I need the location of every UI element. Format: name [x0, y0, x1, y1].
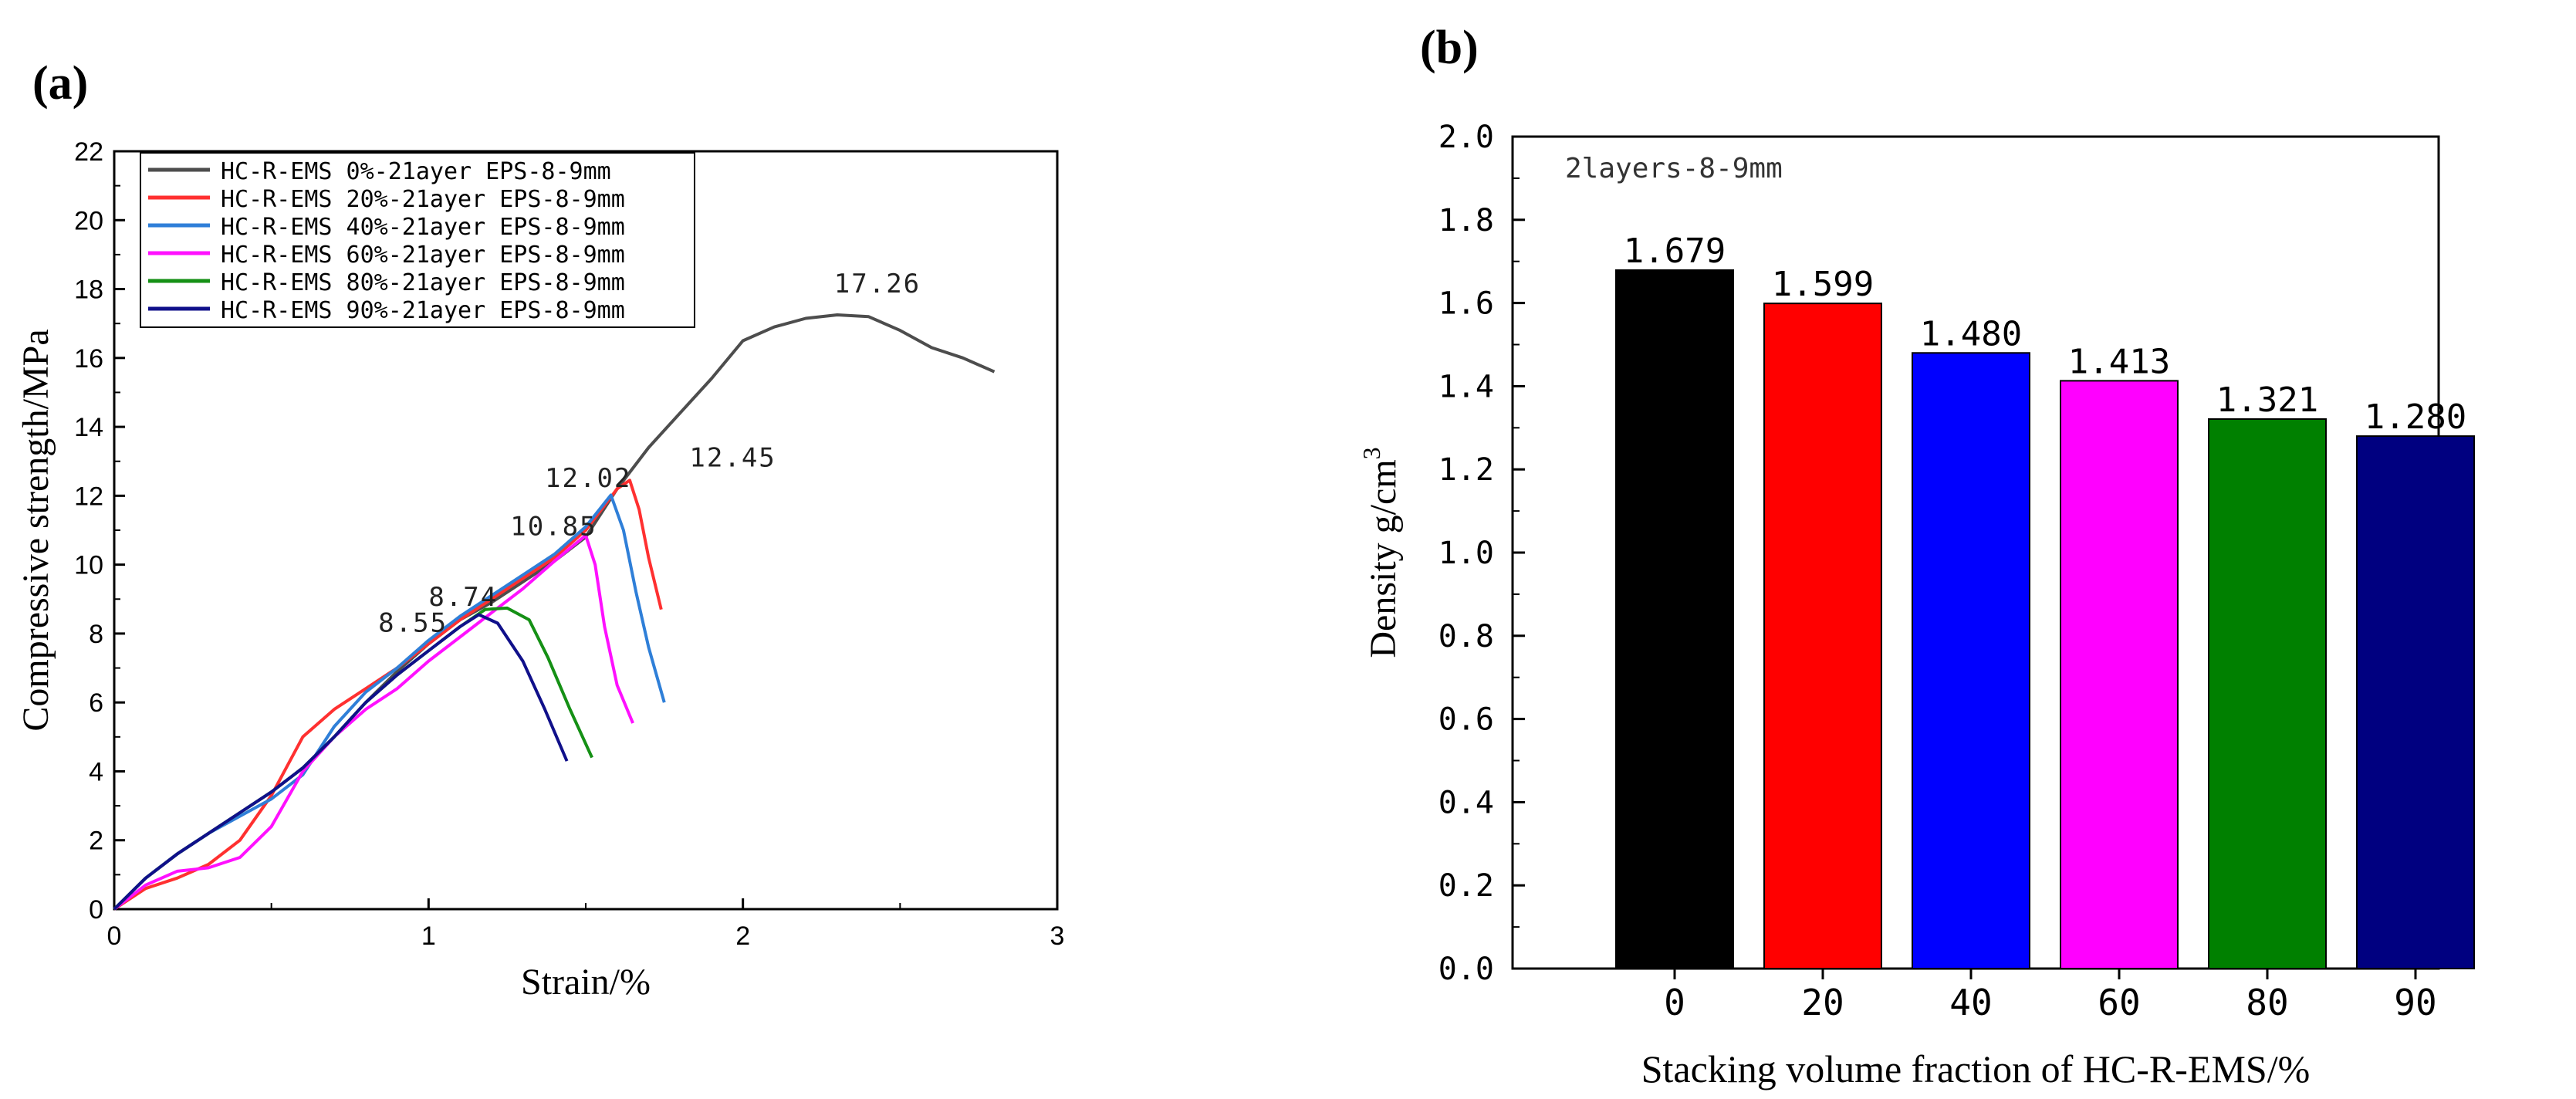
bar-value-label: 1.413 — [2068, 342, 2170, 381]
x-tick-label: 2 — [735, 921, 750, 951]
bar — [2208, 418, 2327, 969]
bar — [1912, 352, 2030, 969]
y-tick-label: 2 — [89, 827, 103, 856]
plot-b-ylabel-main: Density g/cm — [1363, 459, 1404, 658]
x-tick-label: 0 — [107, 921, 122, 951]
series-line — [113, 478, 663, 911]
y-tick-label: 8 — [89, 620, 103, 649]
peak-annotation: 10.85 — [510, 512, 597, 543]
y-tick-label: 10 — [74, 551, 103, 580]
y-tick-label: 4 — [89, 757, 103, 786]
y-tick-label: 0.2 — [1438, 868, 1494, 904]
panel-b: (b) 2layers-8-9mm 0.0 0.2 0.4 0.6 0.8 1.0 1.2 1… — [1357, 22, 2475, 1091]
y-tick-label: 0.6 — [1438, 702, 1494, 738]
y-tick-label: 0.0 — [1438, 952, 1494, 987]
y-tick-label: 0.4 — [1438, 785, 1494, 820]
y-tick-label: 20 — [74, 206, 103, 235]
y-tick-label: 0.8 — [1438, 619, 1494, 654]
x-tick-label: 60 — [2098, 982, 2140, 1023]
legend-box — [140, 152, 695, 328]
y-tick-label: 22 — [74, 137, 103, 167]
plot-b-bars: 1.679 1.599 1.480 1.413 1.321 1.280 — [1615, 232, 2475, 970]
x-tick-label: 40 — [1949, 982, 1992, 1023]
peak-annotation: 8.74 — [428, 582, 498, 613]
y-tick-label: 12 — [74, 482, 103, 511]
series-line — [113, 533, 634, 911]
x-tick-label: 80 — [2246, 982, 2288, 1023]
peak-annotation: 12.02 — [545, 463, 631, 494]
bar-value-label: 1.679 — [1624, 232, 1726, 271]
x-tick-label: 0 — [1664, 982, 1685, 1023]
plot-b-inset-label: 2layers-8-9mm — [1565, 153, 1783, 184]
y-tick-label: 1.8 — [1438, 203, 1494, 238]
series-line — [113, 313, 996, 911]
y-tick-label: 1.0 — [1438, 536, 1494, 571]
legend-label: HC-R-EMS 60%-21ayer EPS-8-9mm — [221, 242, 625, 269]
plot-b-axes: 0.0 0.2 0.4 0.6 0.8 1.0 1.2 1.4 1.6 1.8 2.0 0 20 40 60… — [1438, 120, 2437, 1023]
panel-a-label: (a) — [32, 57, 88, 110]
bar-value-label: 1.599 — [1772, 265, 1874, 304]
plot-b-xlabel: Stacking volume fraction of HC-R-EMS/% — [1641, 1047, 2311, 1091]
y-tick-label: 16 — [74, 344, 103, 374]
panel-b-label: (b) — [1420, 22, 1479, 74]
y-tick-label: 2.0 — [1438, 120, 1494, 155]
plot-b-ylabel: Density g/cm3 — [1357, 447, 1404, 658]
x-tick-label: 1 — [421, 921, 436, 951]
x-tick-label: 3 — [1050, 921, 1065, 951]
bar — [1763, 303, 1882, 970]
y-tick-label: 0 — [89, 895, 103, 925]
bar-value-label: 1.321 — [2216, 380, 2318, 420]
y-tick-label: 1.6 — [1438, 286, 1494, 322]
legend-label: HC-R-EMS 90%-21ayer EPS-8-9mm — [221, 297, 625, 324]
y-tick-label: 18 — [74, 276, 103, 305]
plot-a-series — [113, 313, 996, 911]
peak-annotation: 17.26 — [834, 269, 921, 299]
bar-value-label: 1.280 — [2365, 397, 2466, 437]
series-line — [113, 606, 593, 911]
series-line — [113, 493, 666, 911]
bar — [2060, 380, 2179, 969]
plot-a-annotations: 17.26 12.45 12.02 10.85 8.748.55 — [378, 269, 921, 639]
bar-value-label: 1.480 — [1920, 314, 2022, 353]
peak-annotation: 12.45 — [689, 442, 776, 473]
legend-label: HC-R-EMS 20%-21ayer EPS-8-9mm — [221, 186, 625, 213]
y-tick-label: 1.4 — [1438, 369, 1494, 404]
x-tick-label: 20 — [1801, 982, 1844, 1023]
plot-a-ylabel: Compressive strength/MPa — [15, 329, 56, 731]
y-tick-label: 1.2 — [1438, 452, 1494, 488]
series-line — [113, 613, 569, 911]
y-tick-label: 14 — [74, 413, 103, 442]
legend-label: HC-R-EMS 40%-21ayer EPS-8-9mm — [221, 214, 625, 241]
bar — [1615, 269, 1734, 970]
bar — [2356, 435, 2475, 969]
x-tick-label: 90 — [2394, 982, 2436, 1023]
plot-a-xlabel: Strain/% — [521, 962, 651, 1003]
y-tick-label: 6 — [89, 688, 103, 718]
legend-label: HC-R-EMS 0%-21ayer EPS-8-9mm — [221, 158, 611, 185]
plot-b-ylabel-sup: 3 — [1357, 447, 1385, 459]
peak-annotation: 8.55 — [378, 608, 448, 639]
legend-label: HC-R-EMS 80%-21ayer EPS-8-9mm — [221, 269, 625, 296]
